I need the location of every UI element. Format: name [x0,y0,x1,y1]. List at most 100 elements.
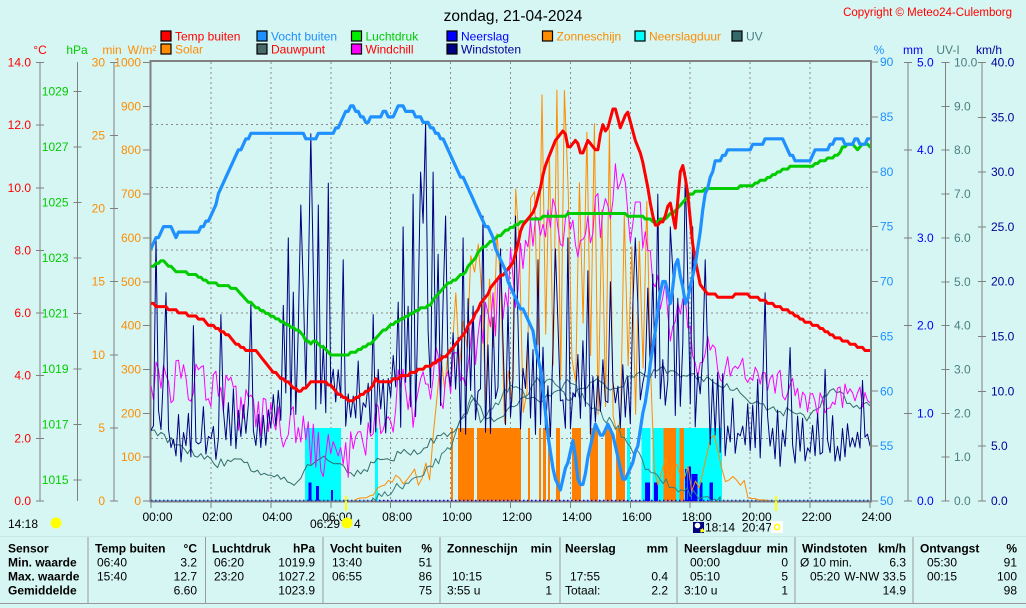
svg-text:04:00: 04:00 [262,510,292,524]
svg-text:600: 600 [121,231,141,245]
svg-text:8.0: 8.0 [14,243,31,257]
svg-text:Temp buiten: Temp buiten [175,30,240,44]
svg-text:02:00: 02:00 [202,510,232,524]
svg-text:1: 1 [545,584,552,598]
svg-text:23:20: 23:20 [214,570,244,584]
svg-text:5: 5 [545,570,552,584]
svg-text:10:00: 10:00 [442,510,472,524]
svg-text:25: 25 [92,129,106,143]
svg-text:22:00: 22:00 [802,510,832,524]
svg-text:hPa: hPa [66,43,88,57]
svg-text:km/h: km/h [976,43,1002,57]
svg-text:5.0: 5.0 [991,439,1008,453]
svg-text:1023: 1023 [42,251,69,265]
svg-text:100: 100 [121,450,141,464]
svg-text:80: 80 [880,165,894,179]
svg-text:51: 51 [419,556,433,570]
svg-text:0.4: 0.4 [651,570,668,584]
svg-text:3.0: 3.0 [917,231,934,245]
svg-text:60: 60 [880,384,894,398]
svg-text:14.0: 14.0 [8,56,32,70]
svg-text:1019: 1019 [42,362,69,376]
svg-text:15: 15 [92,275,106,289]
svg-text:12.0: 12.0 [8,118,32,132]
svg-text:min: min [102,43,121,57]
svg-text:75: 75 [880,220,894,234]
svg-text:12:00: 12:00 [502,510,532,524]
svg-text:900: 900 [121,99,141,113]
svg-text:W-NW 33.5: W-NW 33.5 [844,570,906,584]
svg-text:1015: 1015 [42,473,69,487]
svg-text:1017: 1017 [42,417,69,431]
svg-text:20: 20 [92,202,106,216]
svg-text:Copyright © Meteo24-Culemborg: Copyright © Meteo24-Culemborg [843,7,1012,19]
svg-text:10.0: 10.0 [8,181,32,195]
svg-text:12.7: 12.7 [174,570,198,584]
svg-text:Ø 10 min.: Ø 10 min. [800,556,852,570]
svg-text:86: 86 [419,570,433,584]
svg-text:20:00: 20:00 [742,510,772,524]
svg-text:Windstoten: Windstoten [802,542,867,556]
svg-text:3.2: 3.2 [180,556,197,570]
svg-text:km/h: km/h [878,542,906,556]
svg-text:2.2: 2.2 [651,584,668,598]
svg-text:4.0: 4.0 [917,143,934,157]
svg-text:10.0: 10.0 [991,384,1015,398]
svg-text:4.0: 4.0 [954,319,971,333]
svg-text:1.0: 1.0 [917,406,934,420]
svg-text:10: 10 [92,348,106,362]
svg-text:Ontvangst: Ontvangst [920,542,979,556]
svg-text:06:55: 06:55 [332,570,362,584]
svg-text:Neerslagduur: Neerslagduur [649,30,721,44]
svg-text:00:00: 00:00 [690,556,720,570]
svg-text:0.0: 0.0 [14,494,31,508]
svg-text:min: min [767,542,788,556]
svg-text:20.0: 20.0 [991,275,1015,289]
svg-text:00:15: 00:15 [927,570,957,584]
svg-text:Totaal:: Totaal: [565,584,600,598]
svg-text:06:40: 06:40 [97,556,127,570]
svg-text:40.0: 40.0 [991,56,1015,70]
svg-text:mm: mm [903,43,923,57]
svg-text:1023.9: 1023.9 [278,584,315,598]
svg-text:8.0: 8.0 [954,143,971,157]
svg-text:0: 0 [134,494,141,508]
svg-text:100: 100 [997,570,1017,584]
svg-text:4.0: 4.0 [14,369,31,383]
svg-text:30.0: 30.0 [991,165,1015,179]
svg-text:14:18: 14:18 [8,517,38,531]
svg-text:400: 400 [121,319,141,333]
svg-text:91: 91 [1004,556,1018,570]
svg-text:°C: °C [33,43,47,57]
svg-text:700: 700 [121,187,141,201]
svg-text:°C: °C [184,542,198,556]
svg-text:4: 4 [354,517,361,531]
svg-text:2.0: 2.0 [954,406,971,420]
svg-text:05:30: 05:30 [927,556,957,570]
svg-text:zondag, 21-04-2024: zondag, 21-04-2024 [444,8,583,25]
svg-text:3.0: 3.0 [954,362,971,376]
svg-text:Max. waarde: Max. waarde [8,570,80,584]
svg-text:Luchtdruk: Luchtdruk [366,30,420,44]
svg-text:18:14: 18:14 [705,521,735,535]
svg-text:5: 5 [781,570,788,584]
svg-text:90: 90 [880,55,894,69]
svg-text:5: 5 [98,421,105,435]
svg-text:3:55 u: 3:55 u [447,584,480,598]
svg-text:1.0: 1.0 [954,450,971,464]
svg-text:%: % [874,43,885,57]
svg-text:55: 55 [880,439,894,453]
svg-text:17:55: 17:55 [570,570,600,584]
svg-text:7.0: 7.0 [954,187,971,201]
svg-text:Gemiddelde: Gemiddelde [8,584,77,598]
svg-text:1027.2: 1027.2 [278,570,315,584]
svg-text:1025: 1025 [42,195,69,209]
svg-text:08:00: 08:00 [382,510,412,524]
svg-text:30: 30 [92,56,106,70]
svg-text:0.0: 0.0 [991,494,1008,508]
svg-text:06:29: 06:29 [310,517,340,531]
svg-text:75: 75 [419,584,433,598]
svg-text:500: 500 [121,275,141,289]
svg-text:Vocht buiten: Vocht buiten [271,30,337,44]
svg-text:Windstoten: Windstoten [461,43,521,57]
